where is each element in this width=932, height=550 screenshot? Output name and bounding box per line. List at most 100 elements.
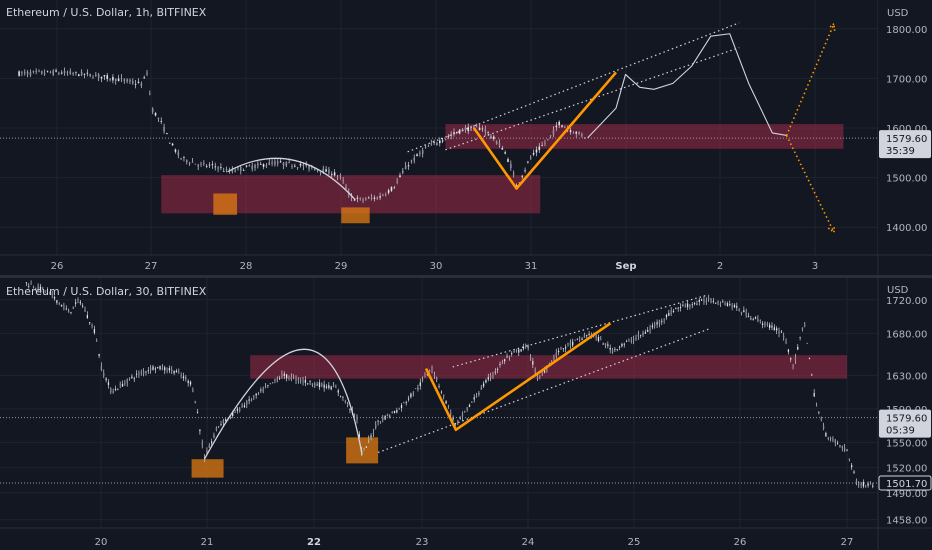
candle-body [32, 70, 35, 72]
candle-body [46, 289, 49, 291]
candle-body [815, 405, 818, 407]
candle-body [63, 70, 66, 74]
candle-body [561, 125, 563, 127]
candle-body [569, 342, 571, 346]
candle-body [832, 438, 834, 441]
candle-body [237, 167, 239, 169]
time-tick-label: 21 [201, 537, 214, 548]
candle-body [433, 375, 436, 377]
candle-body [663, 319, 665, 321]
candle-body [191, 162, 194, 163]
candle-body [319, 171, 322, 173]
candle-body [38, 70, 40, 72]
candle-body [736, 305, 738, 308]
candle-body [353, 199, 356, 201]
candle-body [32, 287, 35, 288]
candle-body [668, 312, 670, 316]
candle-body [166, 370, 168, 372]
candle-body [825, 432, 827, 437]
candle-body [391, 412, 393, 413]
price-countdown: 05:39 [886, 426, 915, 437]
candle-body [257, 393, 260, 394]
candle-body [558, 121, 560, 126]
candle-body [316, 384, 318, 386]
candle-body [262, 164, 265, 167]
time-axis-1h[interactable]: 26 27 28 29 30 31 Sep 2 3 [51, 261, 819, 272]
candle-body [236, 408, 239, 411]
candle-body [862, 482, 865, 487]
candle-body [112, 76, 114, 81]
candle-body [103, 372, 105, 376]
candle-body [635, 338, 637, 339]
candle-body [427, 146, 430, 148]
candle-body [443, 394, 445, 397]
price-axis-1h[interactable]: 1800.00 1700.00 1600.00 1500.00 1400.00 1579.… [879, 25, 931, 234]
candle-body [370, 197, 373, 199]
candle-body [529, 157, 532, 159]
time-tick-label: 24 [522, 537, 535, 548]
candle-body [433, 141, 435, 143]
chart-panel-1h[interactable]: 1800.00 1700.00 1600.00 1500.00 1400.00 1579.… [0, 0, 932, 275]
candle-body [766, 324, 768, 326]
candle-body [192, 389, 194, 392]
candle-body [416, 154, 418, 157]
candle-body [185, 377, 187, 379]
candle-body [259, 164, 262, 165]
candle-body [35, 70, 37, 73]
candle-body [282, 162, 285, 166]
candle-body [644, 332, 647, 334]
candle-body [553, 357, 555, 359]
candle-body [576, 338, 579, 340]
low-price-box [878, 475, 932, 491]
price-axis-30m[interactable]: 1720.001680.001630.001590.001550.001520.… [878, 296, 932, 527]
candle-body [410, 393, 412, 398]
candle-body [492, 136, 495, 140]
candle-body [168, 142, 171, 144]
candle-body [260, 389, 262, 391]
candle-body [693, 303, 696, 305]
candle-body [811, 374, 813, 376]
candle-body [438, 140, 441, 144]
candle-body [436, 377, 438, 381]
candle-body [583, 334, 586, 338]
candle-body [67, 310, 70, 313]
candle-body [403, 402, 405, 404]
axis-unit-30m: USD [887, 285, 909, 296]
candle-body [254, 164, 256, 169]
candle-body [419, 152, 421, 154]
candle-body [525, 344, 527, 346]
candle-body [283, 373, 285, 376]
drawings-1h [0, 22, 878, 234]
candle-body [180, 158, 182, 160]
candle-body [41, 71, 43, 74]
price-tick-label: 1630.00 [886, 371, 927, 382]
candle-body [121, 383, 124, 387]
time-axis-30m[interactable]: 20 21 22 23 24 25 26 27 [95, 537, 854, 548]
candle-body [171, 143, 174, 146]
candle-body [330, 386, 332, 390]
candle-body [410, 160, 413, 162]
candle-body [151, 108, 154, 112]
candle-body [429, 370, 431, 372]
candle-body [365, 199, 367, 200]
chart-title-30m: Ethereum / U.S. Dollar, 30, BITFINEX [6, 285, 207, 298]
candle-body [393, 411, 396, 413]
candle-body [689, 304, 691, 307]
candle-body [271, 382, 274, 384]
candle-body [754, 317, 757, 319]
candle-body [464, 127, 467, 130]
candle-body [232, 412, 234, 416]
candle-body [299, 163, 302, 166]
candle-body [853, 471, 855, 473]
candle-body [618, 346, 621, 348]
chart-panel-30m[interactable]: 1720.001680.001630.001590.001550.001520.… [0, 278, 932, 550]
candle-body [475, 126, 478, 128]
candle-body [632, 338, 635, 341]
candle-body [368, 438, 370, 440]
candle-body [614, 348, 616, 350]
candle-body [135, 373, 138, 375]
candle-body [356, 197, 359, 199]
candle-body [365, 446, 368, 448]
candle-body [512, 173, 515, 175]
